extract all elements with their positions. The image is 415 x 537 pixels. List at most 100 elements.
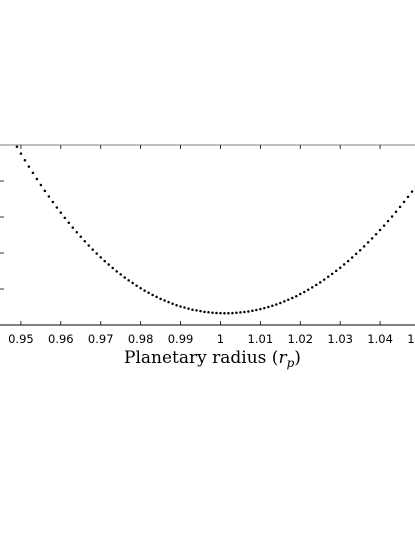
data-point: [263, 306, 266, 310]
data-point: [267, 305, 270, 309]
data-point: [183, 306, 186, 309]
data-point: [135, 284, 138, 288]
data-point: [247, 310, 250, 313]
data-point: [299, 292, 302, 296]
data-point: [239, 311, 242, 314]
data-point: [111, 266, 114, 270]
data-point: [119, 273, 122, 276]
x-tick-label: 0.97: [88, 332, 114, 346]
data-point: [362, 245, 366, 248]
data-point: [307, 288, 310, 291]
data-point: [75, 231, 79, 234]
data-point: [79, 235, 83, 239]
data-point: [203, 310, 206, 314]
data-point: [251, 309, 254, 313]
data-point: [19, 152, 23, 155]
data-point: [255, 308, 258, 312]
data-point: [123, 276, 126, 279]
data-point: [358, 249, 362, 252]
x-tick-label: 1: [217, 332, 224, 346]
data-point: [322, 278, 326, 281]
x-tick-label: 1.03: [327, 332, 353, 346]
data-point: [330, 272, 334, 276]
data-point: [227, 312, 230, 315]
data-point: [27, 165, 31, 168]
data-point: [55, 206, 59, 209]
data-point: [287, 298, 290, 302]
data-point: [390, 215, 394, 218]
x-tick-label: 0.99: [168, 332, 194, 346]
data-point: [406, 195, 410, 199]
data-point: [139, 287, 142, 290]
data-point: [243, 310, 246, 314]
data-point: [175, 303, 178, 307]
data-point: [107, 263, 110, 266]
data-point: [91, 248, 94, 251]
data-point: [207, 310, 210, 314]
data-point: [382, 224, 386, 227]
data-point: [147, 291, 150, 295]
x-tick-label: 0.95: [8, 332, 34, 346]
data-point: [39, 183, 43, 187]
data-point: [402, 200, 406, 204]
data-point: [275, 303, 278, 306]
axis-ticks: [0, 145, 381, 325]
data-point: [95, 252, 98, 255]
x-tick-label: 1.04: [367, 332, 393, 346]
data-point: [211, 311, 214, 315]
data-point: [115, 270, 118, 273]
data-point: [223, 312, 226, 315]
data-point: [342, 263, 346, 266]
data-point: [15, 145, 19, 149]
data-point: [87, 244, 91, 247]
data-point: [398, 205, 402, 209]
data-point: [354, 252, 358, 256]
x-tick-label: 1.01: [248, 332, 274, 346]
data-point: [338, 266, 342, 270]
data-point: [71, 226, 75, 229]
x-tick-label: 0.98: [128, 332, 154, 346]
data-point: [271, 304, 274, 307]
data-point: [410, 190, 414, 193]
data-point: [47, 195, 51, 198]
data-point: [219, 311, 222, 315]
data-point: [374, 233, 378, 236]
data-point: [279, 301, 282, 305]
data-point: [127, 279, 130, 282]
data-point: [235, 311, 238, 315]
data-point: [99, 256, 102, 259]
data-point: [151, 293, 154, 297]
data-point: [346, 259, 350, 263]
data-point: [295, 294, 298, 298]
data-point: [163, 299, 166, 302]
data-point: [131, 281, 134, 285]
data-point: [291, 296, 294, 300]
x-axis-label-close: ): [294, 348, 301, 368]
data-point: [159, 297, 162, 301]
data-point: [155, 295, 158, 299]
x-axis-label: Planetary radius (rp): [124, 348, 301, 370]
data-point: [370, 237, 374, 240]
data-point: [187, 307, 190, 310]
data-point: [386, 219, 390, 223]
data-point: [195, 309, 198, 312]
data-point: [43, 189, 47, 193]
x-axis-label-text: Planetary radius (: [124, 348, 278, 368]
plot-frame: [0, 144, 415, 326]
data-point: [318, 281, 322, 284]
data-point: [63, 216, 67, 220]
data-point: [199, 309, 202, 313]
data-point: [283, 300, 286, 303]
data-points: [15, 145, 415, 315]
data-point: [103, 259, 106, 263]
data-point: [167, 300, 170, 304]
data-point: [51, 200, 55, 204]
data-point: [215, 311, 218, 315]
data-point: [171, 302, 174, 306]
data-point: [314, 283, 318, 287]
data-point: [31, 171, 35, 175]
data-point: [179, 305, 182, 308]
data-point: [350, 256, 354, 259]
x-axis-label-sub: p: [287, 356, 295, 370]
